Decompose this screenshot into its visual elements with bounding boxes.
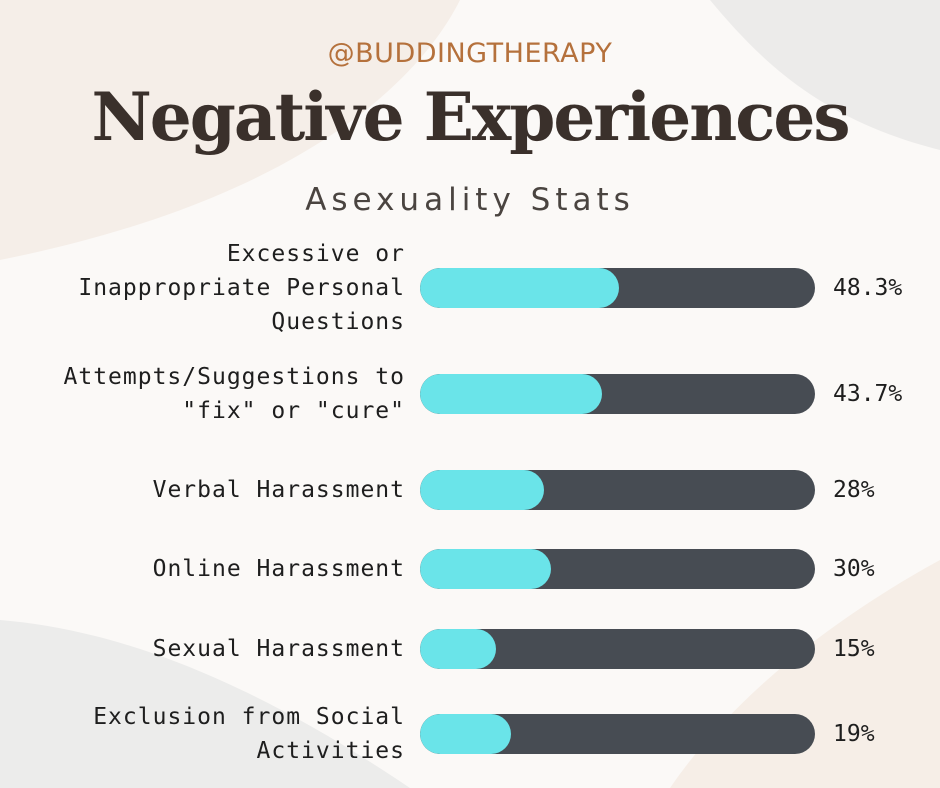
category-label: Exclusion from Social Activities [93,704,405,764]
page-title: Negative Experiences [91,78,850,156]
category-label: Online Harassment [152,556,405,582]
brand-handle: @BUDDINGTHERAPY [327,38,613,69]
value-label: 28% [833,477,875,503]
bar-track [420,374,815,414]
bar-fill [420,549,552,589]
category-label: Excessive or Inappropriate Personal Ques… [78,241,405,335]
bar-track [420,268,815,308]
bar-track [420,714,815,754]
background-shape-top-left [0,0,560,300]
category-label: Attempts/Suggestions to "fix" or "cure" [63,364,405,424]
bar-fill [420,470,544,510]
category-label: Sexual Harassment [152,636,405,662]
value-label: 15% [833,636,875,662]
bar-fill [420,629,496,669]
background-shape-top-right [640,0,940,170]
bar-track [420,629,815,669]
page-subtitle: Asexuality Stats [305,182,635,218]
bar-track [420,470,815,510]
value-label: 30% [833,556,875,582]
category-label: Verbal Harassment [152,477,405,503]
bar-fill [420,374,603,414]
value-label: 19% [833,721,875,747]
bar-fill [420,714,511,754]
value-label: 43.7% [833,381,903,407]
bar-track [420,549,815,589]
background-shape-bottom-left [0,620,430,788]
value-label: 48.3% [833,275,903,301]
bar-fill [420,268,620,308]
